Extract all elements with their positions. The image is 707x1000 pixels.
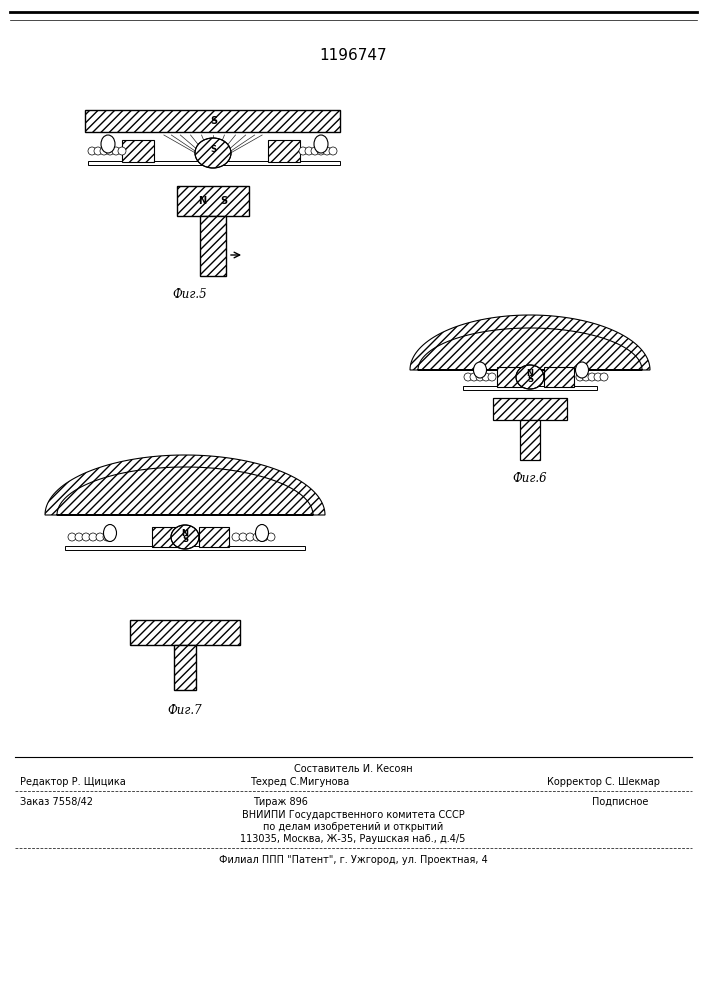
- Circle shape: [96, 533, 104, 541]
- Text: S: S: [211, 116, 218, 126]
- Bar: [122, 140, 154, 162]
- Ellipse shape: [103, 524, 117, 542]
- Text: S: S: [527, 375, 533, 384]
- Circle shape: [588, 373, 596, 381]
- Circle shape: [260, 533, 268, 541]
- Bar: [520, 420, 540, 460]
- Bar: [463, 386, 597, 390]
- Text: по делам изобретений и открытий: по делам изобретений и открытий: [263, 822, 443, 832]
- Text: S: S: [221, 196, 228, 206]
- Text: Составитель И. Кесоян: Составитель И. Кесоян: [293, 764, 412, 774]
- Circle shape: [464, 373, 472, 381]
- Bar: [85, 110, 340, 132]
- Circle shape: [317, 147, 325, 155]
- Text: 113035, Москва, Ж-35, Раушская наб., д.4/5: 113035, Москва, Ж-35, Раушская наб., д.4…: [240, 834, 466, 844]
- Circle shape: [267, 533, 275, 541]
- Circle shape: [68, 533, 76, 541]
- Circle shape: [75, 533, 83, 541]
- Bar: [493, 398, 567, 420]
- Text: N: N: [527, 369, 534, 378]
- Text: Заказ 7558/42: Заказ 7558/42: [20, 797, 93, 807]
- Text: Редактор Р. Щицика: Редактор Р. Щицика: [20, 777, 126, 787]
- Circle shape: [600, 373, 608, 381]
- Ellipse shape: [516, 365, 544, 389]
- Circle shape: [323, 147, 331, 155]
- Ellipse shape: [575, 362, 588, 378]
- Circle shape: [103, 533, 111, 541]
- Bar: [268, 140, 300, 162]
- Text: ВНИИПИ Государственного комитета СССР: ВНИИПИ Государственного комитета СССР: [242, 810, 464, 820]
- Ellipse shape: [171, 525, 199, 549]
- Circle shape: [232, 533, 240, 541]
- Text: Тираж 896: Тираж 896: [252, 797, 308, 807]
- Circle shape: [470, 373, 478, 381]
- Bar: [65, 546, 305, 550]
- Circle shape: [299, 147, 307, 155]
- Text: S: S: [210, 145, 216, 154]
- Bar: [544, 367, 574, 387]
- Ellipse shape: [255, 524, 269, 542]
- Circle shape: [112, 147, 120, 155]
- Ellipse shape: [474, 362, 486, 378]
- Text: Техред С.Мигунова: Техред С.Мигунова: [250, 777, 350, 787]
- Bar: [177, 186, 249, 216]
- Circle shape: [482, 373, 490, 381]
- Bar: [199, 527, 229, 547]
- Circle shape: [488, 373, 496, 381]
- Polygon shape: [410, 315, 650, 370]
- Ellipse shape: [101, 135, 115, 153]
- Text: Фиг.6: Фиг.6: [513, 472, 547, 485]
- Circle shape: [88, 147, 96, 155]
- Text: N: N: [198, 196, 206, 206]
- Circle shape: [576, 373, 584, 381]
- Text: S: S: [182, 536, 188, 544]
- Polygon shape: [45, 455, 325, 515]
- Circle shape: [89, 533, 97, 541]
- Circle shape: [106, 147, 114, 155]
- Circle shape: [246, 533, 254, 541]
- Circle shape: [239, 533, 247, 541]
- Ellipse shape: [314, 135, 328, 153]
- Circle shape: [253, 533, 261, 541]
- Circle shape: [594, 373, 602, 381]
- Text: 1196747: 1196747: [319, 47, 387, 62]
- Bar: [130, 620, 240, 645]
- Circle shape: [305, 147, 313, 155]
- Circle shape: [329, 147, 337, 155]
- Ellipse shape: [195, 138, 231, 168]
- Bar: [200, 216, 226, 276]
- Circle shape: [476, 373, 484, 381]
- Circle shape: [82, 533, 90, 541]
- Bar: [152, 527, 182, 547]
- Circle shape: [94, 147, 102, 155]
- Circle shape: [100, 147, 108, 155]
- Text: Фиг.5: Фиг.5: [173, 288, 207, 302]
- Bar: [88, 161, 340, 165]
- Text: Подписное: Подписное: [592, 797, 648, 807]
- Text: N: N: [182, 530, 189, 538]
- Text: Корректор С. Шекмар: Корректор С. Шекмар: [547, 777, 660, 787]
- Text: Фиг.7: Фиг.7: [168, 704, 202, 716]
- Bar: [497, 367, 527, 387]
- Circle shape: [311, 147, 319, 155]
- Circle shape: [118, 147, 126, 155]
- Circle shape: [582, 373, 590, 381]
- Bar: [174, 645, 196, 690]
- Text: Филиал ППП "Патент", г. Ужгород, ул. Проектная, 4: Филиал ППП "Патент", г. Ужгород, ул. Про…: [218, 855, 487, 865]
